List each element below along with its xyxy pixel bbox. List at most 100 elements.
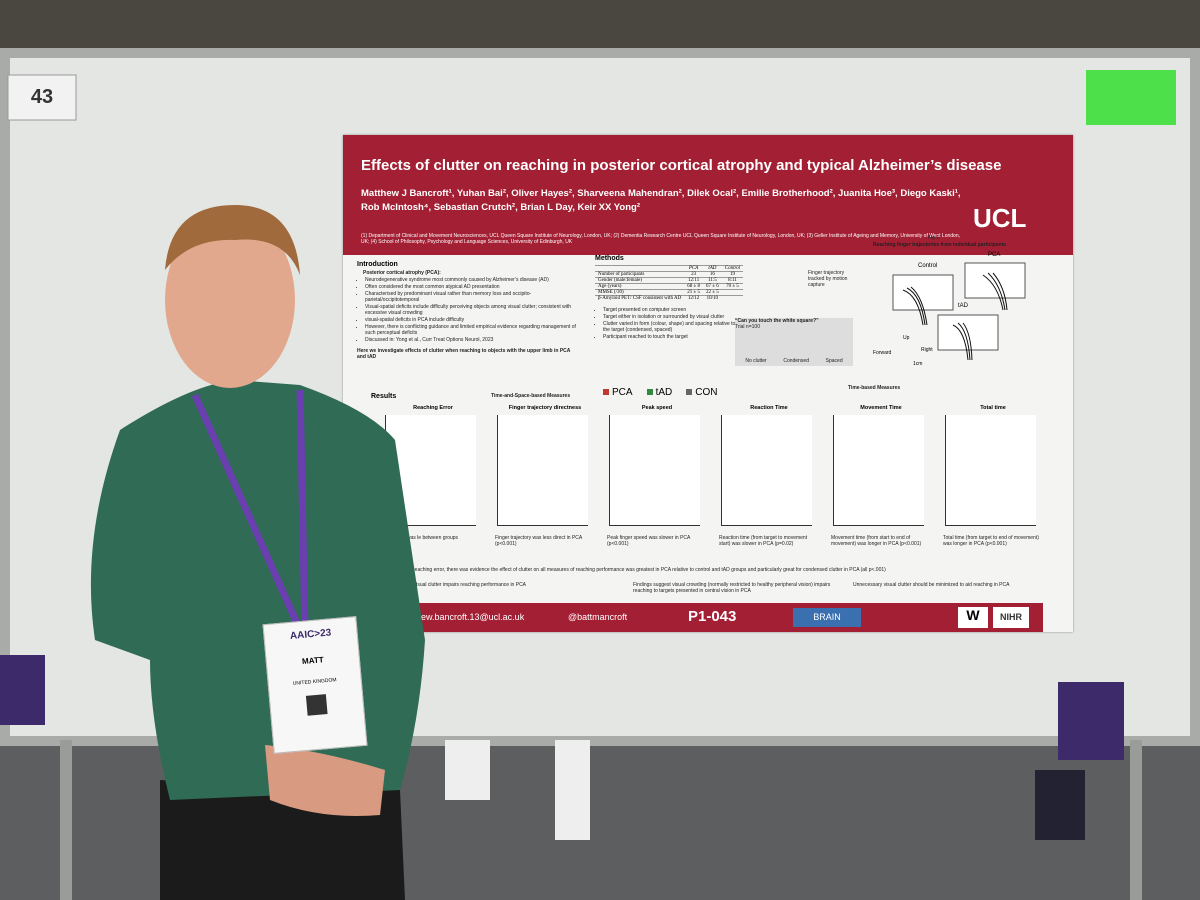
plot-frame xyxy=(497,415,588,526)
bullet: Target presented on computer screen xyxy=(603,307,738,313)
caption: Reaction time (from target to movement s… xyxy=(719,535,808,547)
panel-title: Finger trajectory directness xyxy=(508,405,582,411)
cell xyxy=(595,265,685,272)
plot-frame xyxy=(945,415,1036,526)
cell: Number of participants xyxy=(595,271,685,278)
panel-label: Control xyxy=(918,263,938,269)
sponsor: W xyxy=(958,607,988,628)
plot-frame xyxy=(609,415,700,526)
legend-label: CON xyxy=(695,387,718,398)
stand-leg xyxy=(60,740,72,900)
ceiling xyxy=(0,0,1200,50)
bullet: Clutter varied in form (colour, shape) a… xyxy=(603,321,738,333)
legend-item: CON xyxy=(686,387,717,398)
cell: 23 xyxy=(684,271,703,278)
conclusion: Findings suggest visual crowding (normal… xyxy=(633,582,831,594)
cell: 12:11 xyxy=(684,277,703,284)
legend-label: tAD xyxy=(655,387,673,398)
cell: 70 ± 5 xyxy=(721,283,744,290)
legend: PCA tAD CON xyxy=(603,387,717,398)
conclusions: Visual clutter impairs reaching performa… xyxy=(413,582,1053,594)
caption: Movement time (from start to end of move… xyxy=(831,535,922,547)
trajectories xyxy=(892,262,1026,361)
trajectory-drawing xyxy=(982,272,1008,311)
panel-label: PCA xyxy=(988,252,1001,258)
legs xyxy=(445,740,490,800)
panel-title: Movement Time xyxy=(860,405,902,411)
cell xyxy=(721,295,744,301)
trials: Trial n=100 xyxy=(735,324,760,330)
demographics-table: PCA tAD Control Number of participants 23 16 1… xyxy=(595,265,744,301)
qr-code xyxy=(305,694,328,716)
logo: UCL xyxy=(973,203,1027,233)
axis-label: Right xyxy=(921,347,933,353)
badge-name: MATT xyxy=(301,655,325,667)
legend-swatch xyxy=(686,389,693,395)
legend-item: tAD xyxy=(646,387,673,398)
methods: Methods PCA tAD Control Number of participa… xyxy=(595,255,855,341)
bullet: Discussed in: Yong et al., Curr Treat Op… xyxy=(365,337,579,343)
bullet: Target either in isolation or surrounded… xyxy=(603,314,738,320)
panel-title: Total time xyxy=(980,405,1006,411)
badge-event: AAIC>23 xyxy=(289,627,332,642)
column-header: tAD xyxy=(703,265,722,272)
cell: 12/12 xyxy=(684,295,703,301)
stand-leg xyxy=(1130,740,1142,900)
authors: Matthew J Bancroft¹, Yuhan Bai², Oliver … xyxy=(361,188,961,213)
axis-label: Up xyxy=(903,335,910,341)
poster: Effects of clutter on reaching in poster… xyxy=(343,135,1073,632)
cell: 21 ± 5 xyxy=(684,289,703,296)
aim: Here we investigate effects of clutter w… xyxy=(357,348,571,360)
column-header: PCA xyxy=(684,265,703,272)
legend-label: PCA xyxy=(612,387,633,398)
table-row: Number of participants 23 16 19 xyxy=(595,271,744,278)
axis-label: Forward xyxy=(873,350,892,356)
hands xyxy=(265,745,385,816)
cell: MMSE (/30) xyxy=(595,289,685,296)
plot-frame xyxy=(721,415,812,526)
trajectory-drawing xyxy=(902,286,928,326)
cell: 16 xyxy=(703,271,722,278)
table-row: Gender (male:female) 12:11 11:5 8:11 xyxy=(595,277,744,284)
group-heading: Time-and-Space-based Measures xyxy=(491,393,571,399)
poster-header: Effects of clutter on reaching in poster… xyxy=(343,135,1073,255)
caption: Finger trajectory was less direct in PCA… xyxy=(495,535,582,547)
caption: l accuracy was le between groups xyxy=(383,535,459,541)
conclusion: Unnecessary visual clutter should be min… xyxy=(853,582,1010,588)
bullet: visual-spatial deficits in PCA include d… xyxy=(365,317,579,323)
table-row: Age (years) 68 ± 8 67 ± 6 70 ± 5 xyxy=(595,283,744,290)
cell xyxy=(721,289,744,296)
number-box xyxy=(7,74,77,121)
lanyard xyxy=(191,389,309,632)
panel-label: tAD xyxy=(958,303,969,309)
legs xyxy=(555,740,590,840)
section-heading: Results xyxy=(371,393,397,400)
summary: reaching error, there was evidence the e… xyxy=(413,567,886,573)
figure-label: Fig 1. xyxy=(928,235,941,241)
board-number: 43 xyxy=(30,86,54,108)
face xyxy=(165,212,295,388)
section-heading: Introduction xyxy=(357,261,398,268)
bullet: Visual-spatial deficits include difficul… xyxy=(365,304,579,316)
cell: 10/10 xyxy=(703,295,722,301)
bullet: Often considered the most common atypica… xyxy=(365,284,579,290)
badge-country: UNITED KINGDOM xyxy=(292,677,337,687)
sponsor: BRAIN xyxy=(793,608,861,627)
motion-note: Finger trajectory tracked by motion capt… xyxy=(808,270,848,288)
legend-item: PCA xyxy=(603,387,633,398)
name-badge: AAIC>23 MATT UNITED KINGDOM xyxy=(262,616,368,754)
figure-title: Reaching finger trajectories from indivi… xyxy=(873,242,1007,248)
question: “Can you touch the white square?” xyxy=(735,318,819,324)
condition: Condensed xyxy=(783,358,809,364)
bullet: However, there is conflicting guidance a… xyxy=(365,324,579,336)
caption: Peak finger speed was slower in PCA (p<0… xyxy=(607,535,691,547)
bullet: Participant reached to touch the target xyxy=(603,334,738,340)
column-header: Control xyxy=(721,265,744,272)
poster-footer: ew.bancroft.13@ucl.ac.uk @battmancroft P… xyxy=(413,603,1043,632)
condition: No clutter xyxy=(745,358,767,364)
subheading: Posterior cortical atrophy (PCA): xyxy=(363,270,441,276)
cell: 67 ± 6 xyxy=(703,283,722,290)
neighbour-poster xyxy=(1058,682,1124,760)
